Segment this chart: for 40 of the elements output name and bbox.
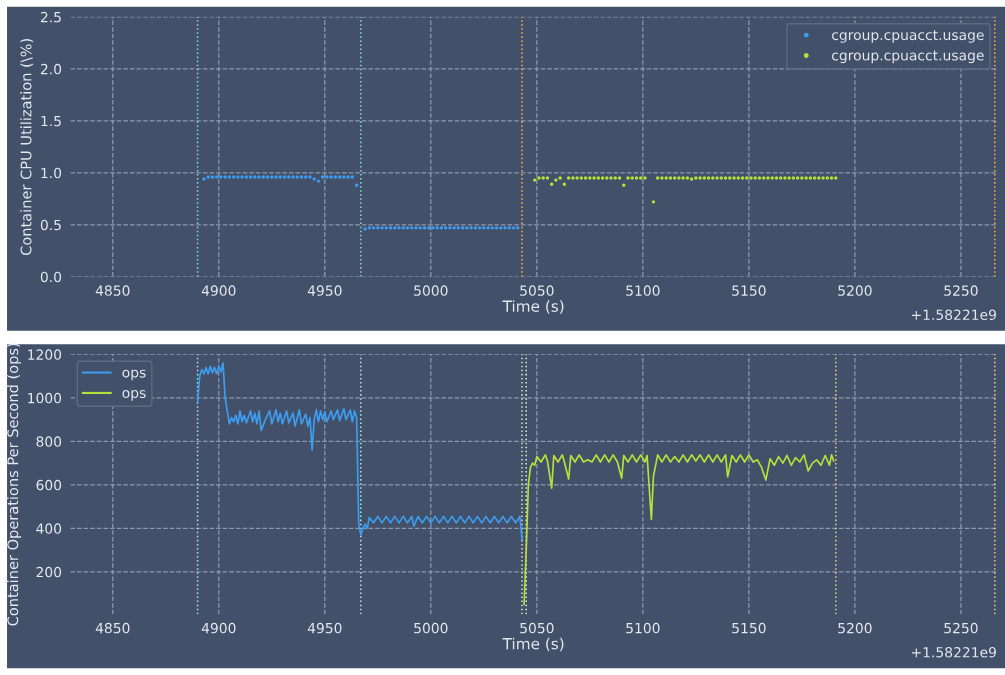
y-tick-label: 600	[36, 479, 62, 491]
x-tick-label: 5050	[520, 622, 554, 634]
x-tick-label: 4900	[201, 285, 236, 296]
y-tick-label: 0.5	[40, 219, 61, 231]
y-tick-label: 1200	[28, 349, 62, 360]
y-tick-label: 2.0	[40, 63, 62, 75]
x-tick-label: 5150	[732, 285, 766, 296]
x-tick-label: 4950	[307, 622, 342, 634]
legend-label: cgroup.cpuacct.usage	[832, 30, 984, 43]
x-tick-label: 5250	[944, 622, 978, 634]
x-tick-label: 5250	[944, 285, 978, 296]
x-tick-label: 5100	[626, 285, 660, 296]
y-tick-label: 800	[36, 436, 62, 447]
x-tick-label: 4850	[95, 285, 130, 296]
x-axis-title: Time (s)	[502, 637, 564, 652]
x-tick-label: 5000	[414, 622, 448, 634]
y-tick-label: 1.5	[41, 115, 61, 127]
x-tick-label: 4950	[307, 285, 342, 296]
legend-label: ops	[122, 369, 146, 381]
y-tick-label: 2.5	[40, 11, 61, 23]
y-tick-label: 400	[36, 523, 62, 534]
y-tick-label: 200	[36, 566, 62, 578]
x-tick-label: 4850	[95, 622, 130, 634]
y-tick-label: 1000	[28, 392, 62, 404]
text: +1.58221e9	[911, 646, 996, 658]
x-tick-label: 5200	[838, 285, 872, 296]
x-tick-label: 4900	[201, 622, 236, 634]
y-axis-title: Container CPU Utilization (\%)	[20, 39, 34, 256]
x-axis-title: Time (s)	[502, 300, 564, 314]
legend-label: cgroup.cpuacct.usage	[832, 50, 984, 64]
x-tick-label: 5100	[626, 622, 660, 634]
y-axis-title: Container Operations Per Second (ops)	[7, 343, 22, 626]
x-tick-label: 5050	[520, 285, 554, 296]
x-tick-label: 5150	[732, 622, 766, 634]
text: +1.58221e9	[911, 309, 996, 320]
x-tick-label: 5200	[838, 622, 872, 634]
y-tick-label: 0.0	[40, 271, 62, 283]
x-tick-label: 5000	[414, 285, 448, 296]
legend-label: ops	[122, 390, 146, 401]
y-tick-label: 1.0	[41, 167, 62, 179]
